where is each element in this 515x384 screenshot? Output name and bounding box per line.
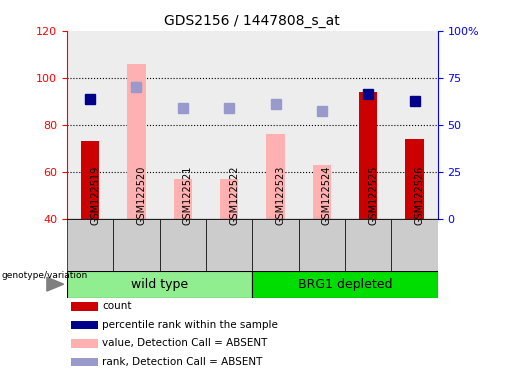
Bar	[391, 219, 438, 271]
Polygon shape	[47, 277, 64, 291]
Text: BRG1 depleted: BRG1 depleted	[298, 278, 392, 291]
Title: GDS2156 / 1447808_s_at: GDS2156 / 1447808_s_at	[164, 14, 340, 28]
Bar	[252, 271, 438, 298]
Bar	[81, 141, 99, 219]
Bar	[345, 219, 391, 271]
Bar	[113, 219, 160, 271]
Bar	[71, 302, 98, 311]
Text: GSM122519: GSM122519	[90, 166, 100, 225]
Text: GSM122521: GSM122521	[183, 166, 193, 225]
Text: rank, Detection Call = ABSENT: rank, Detection Call = ABSENT	[102, 357, 262, 367]
Text: count: count	[102, 301, 131, 311]
Text: GSM122526: GSM122526	[415, 166, 424, 225]
Bar	[359, 92, 377, 219]
Bar	[266, 134, 285, 219]
Text: GSM122520: GSM122520	[136, 166, 146, 225]
Text: wild type: wild type	[131, 278, 188, 291]
Bar	[220, 179, 238, 219]
Bar	[345, 31, 391, 219]
Bar	[67, 31, 113, 219]
Bar	[67, 219, 113, 271]
Bar	[174, 179, 192, 219]
Text: GSM122524: GSM122524	[322, 166, 332, 225]
Bar	[299, 31, 345, 219]
Bar	[71, 321, 98, 329]
Bar	[206, 219, 252, 271]
Text: GSM122525: GSM122525	[368, 166, 378, 225]
Bar	[67, 271, 252, 298]
Bar	[405, 139, 424, 219]
Text: genotype/variation: genotype/variation	[2, 271, 88, 280]
Bar	[391, 31, 438, 219]
Bar	[252, 219, 299, 271]
Bar	[71, 358, 98, 366]
Bar	[160, 31, 206, 219]
Text: GSM122523: GSM122523	[276, 166, 285, 225]
Bar	[313, 165, 331, 219]
Bar	[127, 64, 146, 219]
Text: percentile rank within the sample: percentile rank within the sample	[102, 320, 278, 330]
Bar	[113, 31, 160, 219]
Bar	[71, 339, 98, 348]
Text: GSM122522: GSM122522	[229, 166, 239, 225]
Bar	[206, 31, 252, 219]
Text: value, Detection Call = ABSENT: value, Detection Call = ABSENT	[102, 338, 267, 348]
Bar	[252, 31, 299, 219]
Bar	[299, 219, 345, 271]
Bar	[160, 219, 206, 271]
